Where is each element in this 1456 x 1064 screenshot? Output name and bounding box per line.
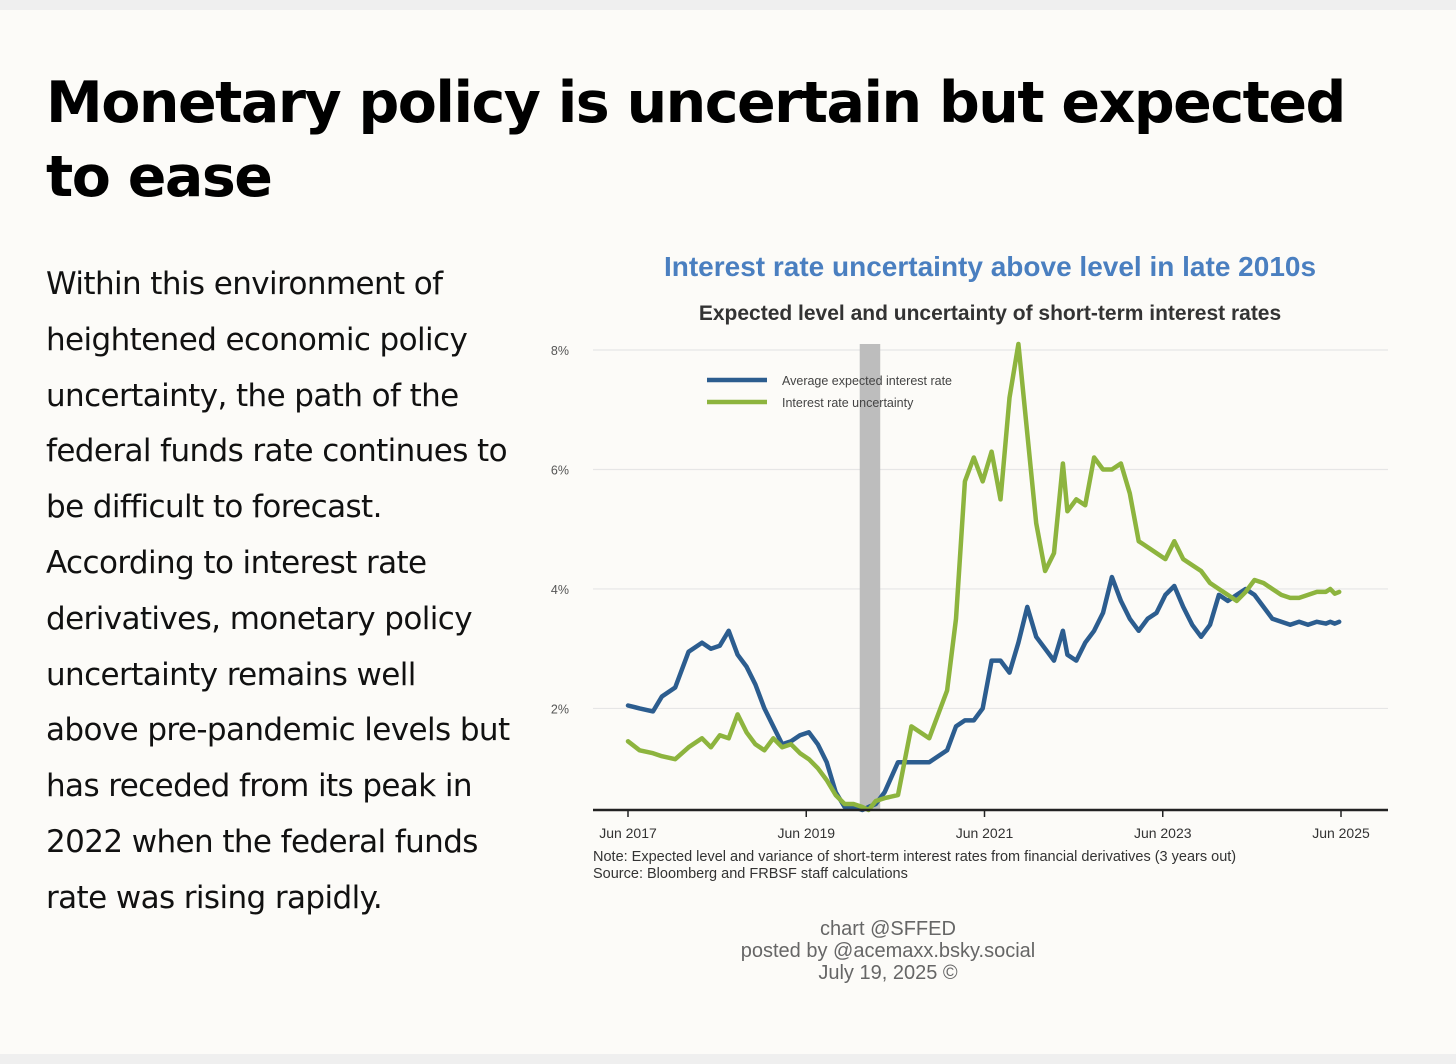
chart-subtitle: Expected level and uncertainty of short-… bbox=[698, 302, 1282, 325]
note-text: Note: Expected level and variance of sho… bbox=[593, 849, 1237, 865]
average-expected-interest-rate-line bbox=[625, 574, 1342, 813]
y-tick-label: 8% bbox=[551, 344, 569, 358]
shaded-bar bbox=[859, 344, 881, 810]
headline: Monetary policy is uncertain but expecte… bbox=[46, 70, 1346, 210]
x-tick-label: Jun 2023 bbox=[1134, 825, 1192, 841]
interest-rate-uncertainty-line bbox=[625, 341, 1342, 813]
body-paragraph: Within this environment of heightened ec… bbox=[46, 266, 510, 916]
legend-label: Interest rate uncertainty bbox=[782, 396, 914, 410]
legend: Average expected interest rate Interest r… bbox=[707, 374, 952, 410]
x-tick-label: Jun 2021 bbox=[956, 825, 1014, 841]
chart-credit: chart @SFFED posted by @acemaxx.bsky.soc… bbox=[688, 918, 1088, 984]
legend-label: Average expected interest rate bbox=[782, 374, 952, 388]
x-tick-label: Jun 2017 bbox=[599, 825, 657, 841]
credit-line-2: posted by @acemaxx.bsky.social bbox=[740, 940, 1036, 962]
credit-line-3: July 19, 2025 © bbox=[818, 962, 958, 984]
chart-note: Note: Expected level and variance of sho… bbox=[593, 849, 1393, 883]
shaded-region bbox=[859, 344, 881, 810]
y-tick-label: 4% bbox=[551, 583, 569, 597]
series-lines bbox=[625, 341, 1342, 813]
article-page: Monetary policy is uncertain but expecte… bbox=[0, 10, 1456, 1054]
source-text: Source: Bloomberg and FRBSF staff calcul… bbox=[593, 866, 908, 882]
y-tick-label: 6% bbox=[551, 463, 569, 477]
chart-title: Interest rate uncertainty above level in… bbox=[663, 251, 1317, 282]
grid-lines bbox=[593, 349, 1388, 710]
credit-line-1: chart @SFFED bbox=[820, 918, 956, 940]
axes: 2% 4% 6% 8% Jun 2017 Jun 2019 Jun 2021 Jun 2023… bbox=[551, 344, 1388, 841]
x-tick-label: Jun 2025 bbox=[1312, 825, 1370, 841]
x-tick-label: Jun 2019 bbox=[777, 825, 835, 841]
y-tick-label: 2% bbox=[551, 702, 569, 716]
